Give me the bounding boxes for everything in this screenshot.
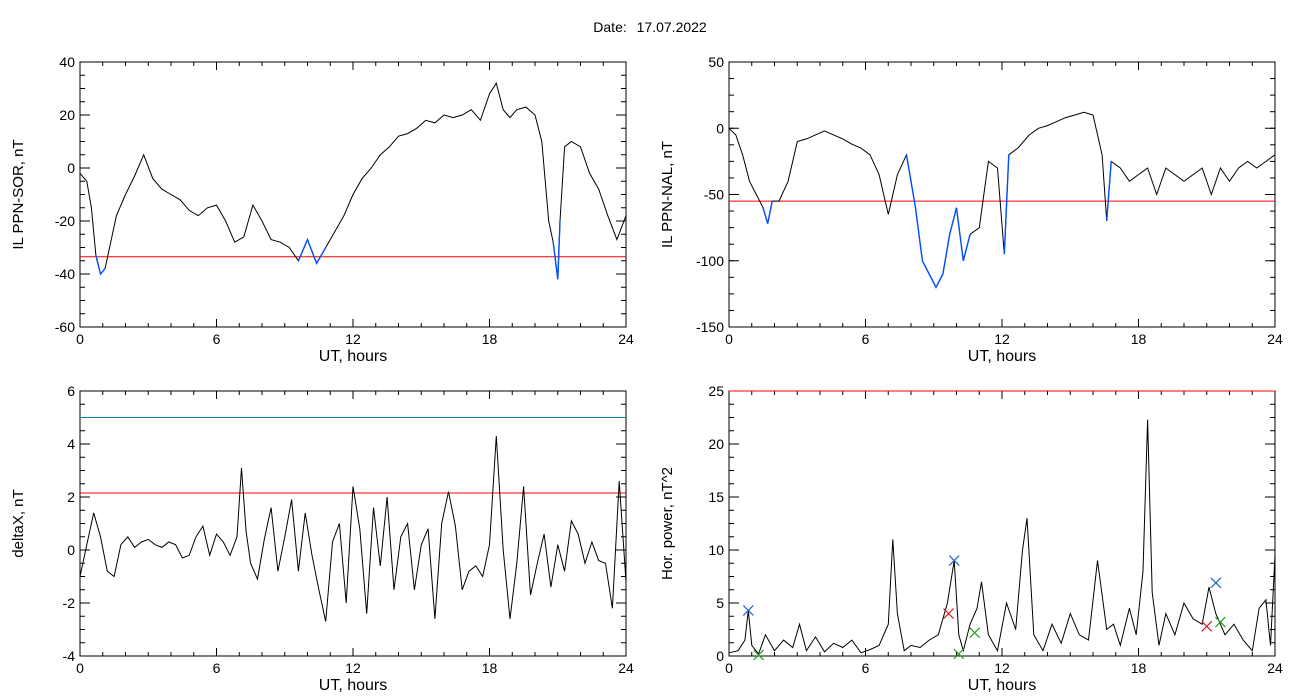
y-tick-label: 20 <box>708 436 724 452</box>
y-tick-label: 0 <box>67 542 75 558</box>
y-tick-label: 10 <box>708 542 724 558</box>
x-tick-label: 24 <box>618 660 634 676</box>
peak-marker <box>1210 577 1222 589</box>
series-line <box>728 111 1276 289</box>
y-tick-label: 2 <box>67 489 75 505</box>
date-value: 17.07.2022 <box>636 19 707 35</box>
peak-marker <box>1214 616 1226 628</box>
y-tick-label: 0 <box>67 160 75 176</box>
y-axis-label: IL PPN-NAL, nT <box>659 141 676 248</box>
series-line <box>79 435 627 622</box>
y-axis-label: Hor. power, nT^2 <box>659 467 676 580</box>
x-axis-label: UT, hours <box>319 348 387 365</box>
x-tick-label: 6 <box>213 331 221 347</box>
y-tick-label: 5 <box>716 595 724 611</box>
x-tick-label: 18 <box>1131 660 1147 676</box>
peak-marker <box>948 555 960 567</box>
x-axis-label: UT, hours <box>968 348 1036 365</box>
x-tick-label: 24 <box>1267 331 1283 347</box>
dip-segment <box>297 237 327 266</box>
y-tick-label: -60 <box>55 319 75 335</box>
y-tick-label: -4 <box>63 648 76 664</box>
y-tick-label: 15 <box>708 489 724 505</box>
y-tick-label: 25 <box>708 383 724 399</box>
y-tick-label: -40 <box>55 266 75 282</box>
x-tick-label: 0 <box>76 331 84 347</box>
peak-marker <box>742 604 754 616</box>
dip-segment <box>95 255 106 276</box>
x-tick-label: 6 <box>862 660 870 676</box>
x-tick-label: 12 <box>345 660 361 676</box>
series-line <box>728 419 1276 655</box>
y-axis-label: deltaX, nT <box>10 489 27 557</box>
page-title: Date: 17.07.2022 <box>0 19 1300 35</box>
y-tick-label: -2 <box>63 595 76 611</box>
x-tick-label: 12 <box>994 331 1010 347</box>
x-tick-label: 18 <box>482 331 498 347</box>
y-tick-label: -150 <box>696 319 724 335</box>
y-tick-label: 4 <box>67 436 75 452</box>
peak-marker <box>969 627 981 639</box>
x-tick-label: 6 <box>213 660 221 676</box>
plot-frame <box>728 61 1276 328</box>
dip-segment <box>1106 161 1112 222</box>
y-tick-label: -20 <box>55 213 75 229</box>
y-tick-label: 6 <box>67 383 75 399</box>
x-tick-label: 0 <box>725 660 733 676</box>
x-axis-label: UT, hours <box>968 677 1036 694</box>
x-axis-label: UT, hours <box>319 677 387 694</box>
chart-il-ppn-nal: 0 6 12 18 24 -150 -100 -50 0 50 UT, hours IL PPN-NA… <box>659 54 1283 365</box>
y-tick-label: 20 <box>59 107 75 123</box>
x-tick-label: 0 <box>725 331 733 347</box>
dip-segment <box>762 200 773 224</box>
dip-segment <box>552 220 561 280</box>
x-tick-label: 12 <box>994 660 1010 676</box>
series-line <box>79 81 627 280</box>
peak-marker <box>943 608 954 620</box>
plot-frame <box>79 390 627 657</box>
x-tick-label: 18 <box>482 660 498 676</box>
x-tick-label: 24 <box>1267 660 1283 676</box>
chart-il-ppn-sor: 0 6 12 18 24 -60 -40 -20 0 20 40 UT, hours IL PPN-SO… <box>10 54 634 365</box>
peak-marker <box>1201 620 1213 632</box>
y-tick-label: 0 <box>716 120 724 136</box>
date-label: Date: <box>593 19 627 35</box>
x-tick-label: 12 <box>345 331 361 347</box>
x-tick-label: 24 <box>618 331 634 347</box>
peak-marker <box>953 648 965 660</box>
y-tick-label: 40 <box>59 54 75 70</box>
chart-hor-power: 0 6 12 18 24 0 5 10 15 20 25 UT, hours Hor. power, n… <box>659 383 1283 694</box>
peak-marker <box>753 649 764 661</box>
y-axis-label: IL PPN-SOR, nT <box>10 139 27 249</box>
y-tick-label: 50 <box>708 54 724 70</box>
dip-segment <box>1003 154 1010 255</box>
y-tick-label: -100 <box>696 253 724 269</box>
y-tick-label: 0 <box>716 648 724 664</box>
x-tick-label: 18 <box>1131 331 1147 347</box>
plot-frame <box>728 390 1276 657</box>
y-tick-label: -50 <box>704 187 724 203</box>
x-tick-label: 6 <box>862 331 870 347</box>
x-tick-label: 0 <box>76 660 84 676</box>
dip-segment <box>905 154 971 289</box>
